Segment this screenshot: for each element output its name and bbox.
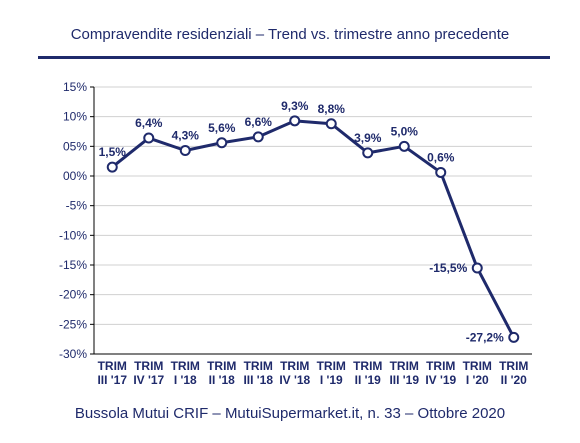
x-tick-label: I '20 bbox=[466, 373, 489, 387]
data-point bbox=[398, 140, 410, 152]
x-tick-label: I '18 bbox=[174, 373, 197, 387]
data-label: 0,6% bbox=[427, 150, 455, 164]
data-point bbox=[106, 161, 118, 173]
x-tick-label: TRIM bbox=[499, 359, 528, 373]
data-point bbox=[508, 331, 520, 343]
x-tick-label: TRIM bbox=[244, 359, 273, 373]
y-tick-label: 15% bbox=[63, 80, 87, 94]
data-labels: 1,5% 6,4% 4,3% 5,6% 6,6% 9,3% 8,8% 3,9% 5,0% 0,6%… bbox=[99, 99, 505, 345]
data-label: 3,9% bbox=[354, 131, 382, 145]
data-label: 5,6% bbox=[208, 121, 236, 135]
x-tick-label: TRIM bbox=[134, 359, 163, 373]
x-tick-label: IV '17 bbox=[133, 373, 164, 387]
y-tick-label: -20% bbox=[59, 288, 87, 302]
data-point bbox=[362, 147, 374, 159]
x-tick-label: IV '19 bbox=[425, 373, 456, 387]
x-tick-label: II '19 bbox=[355, 373, 382, 387]
x-tick-label: II '18 bbox=[209, 373, 236, 387]
y-tick-label: -5% bbox=[66, 199, 88, 213]
data-label: -27,2% bbox=[466, 330, 504, 344]
data-label: 1,5% bbox=[99, 145, 127, 159]
x-tick-label: II '20 bbox=[501, 373, 528, 387]
x-tick-label: III '17 bbox=[97, 373, 127, 387]
x-tick-label: TRIM bbox=[390, 359, 419, 373]
x-tick-label: TRIM bbox=[207, 359, 236, 373]
y-tick-label: -30% bbox=[59, 347, 87, 361]
x-tick-label: TRIM bbox=[317, 359, 346, 373]
y-tick-labels: 15% 10% 05% 00% -5% -10% -15% -20% -25% -30% bbox=[59, 80, 87, 361]
x-tick-label: TRIM bbox=[171, 359, 200, 373]
data-label: 5,0% bbox=[391, 124, 419, 138]
data-point bbox=[289, 115, 301, 127]
data-point bbox=[216, 137, 228, 149]
y-tick-label: 05% bbox=[63, 139, 87, 153]
series-polyline bbox=[111, 119, 516, 339]
data-point bbox=[179, 144, 191, 156]
data-label: 4,3% bbox=[172, 128, 200, 142]
source-footer: Bussola Mutui CRIF – MutuiSupermarket.it… bbox=[74, 405, 506, 422]
title-rule bbox=[38, 56, 550, 59]
data-label: 8,8% bbox=[318, 102, 346, 116]
x-tick-label: TRIM bbox=[426, 359, 455, 373]
x-tick-label: TRIM bbox=[463, 359, 492, 373]
x-tick-label: TRIM bbox=[353, 359, 382, 373]
y-tick-label: 00% bbox=[63, 169, 87, 183]
x-tick-label: III '19 bbox=[389, 373, 419, 387]
y-tick-label: -10% bbox=[59, 228, 87, 242]
x-tick-label: TRIM bbox=[98, 359, 127, 373]
x-tick-label: IV '18 bbox=[279, 373, 310, 387]
data-point bbox=[435, 166, 447, 178]
y-tick-label: -25% bbox=[59, 317, 87, 331]
y-tick-label: -15% bbox=[59, 258, 87, 272]
data-point bbox=[325, 118, 337, 130]
y-tick-label: 10% bbox=[63, 110, 87, 124]
data-label: 6,6% bbox=[245, 115, 273, 129]
data-label: -15,5% bbox=[429, 261, 467, 275]
data-label: 6,4% bbox=[135, 116, 163, 130]
data-label: 9,3% bbox=[281, 99, 309, 113]
chart-title: Compravendite residenziali – Trend vs. t… bbox=[70, 26, 510, 43]
data-point bbox=[471, 262, 483, 274]
x-tick-label: I '19 bbox=[320, 373, 343, 387]
series-line bbox=[111, 119, 516, 339]
x-tick-label: TRIM bbox=[280, 359, 309, 373]
x-tick-label: III '18 bbox=[243, 373, 273, 387]
data-points bbox=[106, 115, 520, 343]
data-point bbox=[143, 132, 155, 144]
axes bbox=[90, 86, 532, 355]
data-point bbox=[252, 131, 264, 143]
